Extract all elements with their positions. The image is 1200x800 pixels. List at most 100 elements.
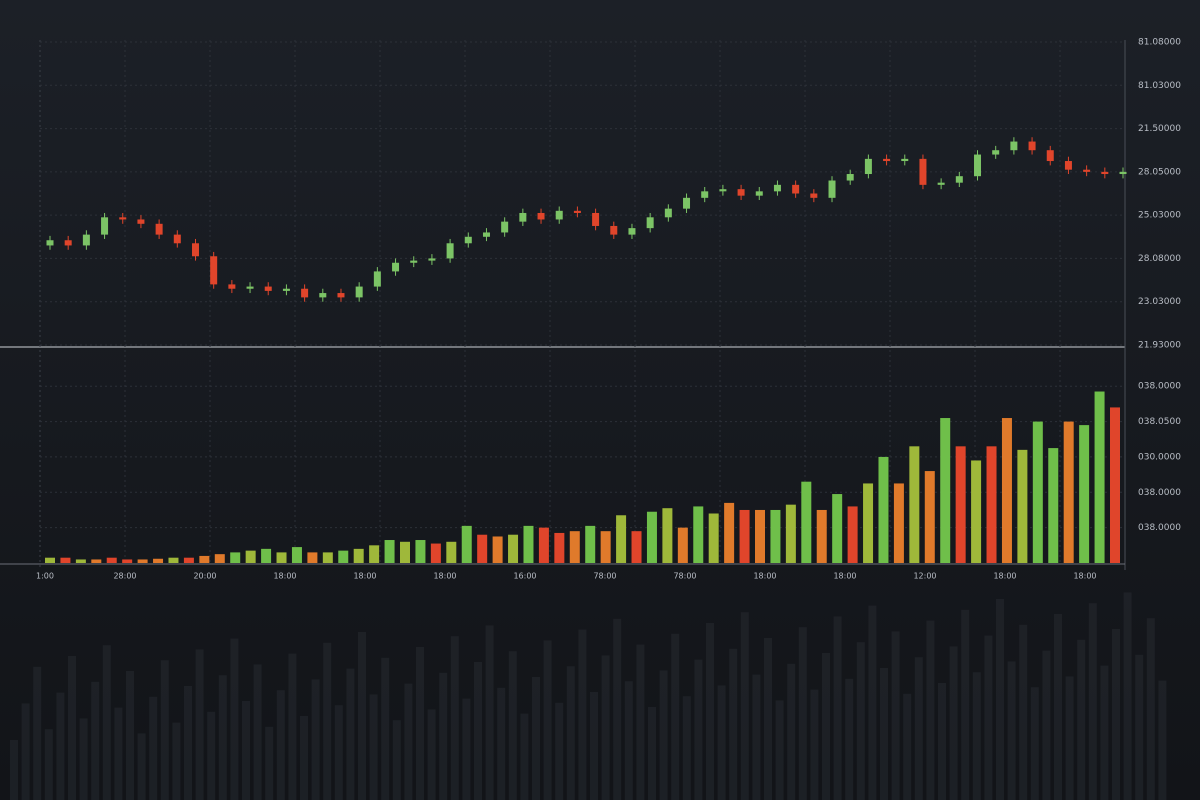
volume-bar [878,456,889,563]
candle-body [974,154,982,177]
volume-bar [832,494,843,563]
candle-body [737,189,745,196]
background-bar [880,668,888,800]
volume-bar [75,559,86,563]
x-tick-label: 18:00 [1073,572,1096,581]
y-tick-label: 038.0000 [1138,382,1181,392]
candle-body [228,284,236,289]
x-tick-label: 18:00 [353,572,376,581]
volume-bar [955,446,966,563]
candle-body [464,236,472,244]
background-bar [427,709,436,800]
background-bar [21,703,30,800]
candle-body [955,176,963,183]
volume-bar [245,550,256,563]
background-bar [1100,665,1109,800]
volume-bar [230,552,241,563]
background-bar [1112,629,1120,800]
y-tick-label: 23.03000 [1138,297,1181,307]
candle-body [392,262,400,272]
background-bar [845,678,854,800]
background-bar [752,674,761,800]
background-bar [555,702,564,800]
background-bar [1054,614,1062,800]
background-bar [508,651,517,800]
candle-body [1101,171,1109,175]
volume-bar [137,559,148,563]
volume-bar [662,508,673,563]
volume-bar [199,555,210,563]
candle-body [46,240,54,246]
background-bar [404,683,413,800]
background-bar [903,693,912,800]
volume-bar [986,446,997,563]
background-bar [636,644,645,800]
candle-body [573,210,581,213]
candle-body [719,189,727,192]
background-bar [33,666,42,800]
y-tick-label: 21.50000 [1138,124,1181,134]
y-tick-label: 81.03000 [1138,81,1181,91]
x-tick-label: 78:00 [593,572,616,581]
background-bar [334,705,343,800]
candle-body [1028,141,1036,151]
candle-body [883,158,891,162]
y-tick-label: 28.08000 [1138,254,1181,264]
volume-bar [384,540,395,563]
background-bar [613,618,622,800]
candle-body [1064,161,1072,170]
volume-bar [508,534,519,563]
candle-body [1046,150,1054,162]
candle-body [646,217,654,229]
background-bar [1123,592,1132,800]
background-bar [926,620,935,800]
volume-bar [940,418,951,563]
background-bar [126,671,134,800]
volume-bar [1079,425,1090,563]
candle-body [683,197,691,209]
volume-bar [122,559,133,563]
background-bar [184,686,192,800]
volume-bar [322,552,333,563]
volume-bar [492,536,503,563]
volume-bar [724,502,735,563]
candle-body [519,212,527,222]
volume-bar [538,527,549,563]
candle-body [628,228,636,235]
volume-bar [646,511,657,563]
volume-bar [477,534,488,563]
volume-bar [924,471,935,563]
background-bar [659,670,668,800]
volume-bar [770,509,781,563]
background-bar [949,646,958,800]
background-bar [300,716,308,800]
background-bar [822,653,830,800]
background-bar [195,649,204,800]
background-bar [160,660,169,800]
background-bar [996,599,1004,800]
background-bar [543,640,552,800]
candle-body [755,191,763,196]
background-bar [938,683,946,800]
y-tick-label: 038.0000 [1138,488,1181,498]
candle-body [555,210,563,220]
x-tick-label: 18:00 [433,572,456,581]
candle-body [373,271,381,287]
background-bar [682,696,691,800]
x-tick-label: 78:00 [673,572,696,581]
volume-bar [106,557,117,563]
candle-body [664,208,672,218]
volume-bar [369,545,380,563]
volume-bar [893,483,904,563]
background-bar [311,679,320,800]
background-bar [671,633,680,800]
candle-body [901,158,909,162]
volume-bar [91,559,102,563]
volume-bar [261,548,272,563]
background-bar [323,642,332,800]
background-bar [369,694,378,800]
volume-bar [801,481,812,563]
candle-body [773,184,781,192]
